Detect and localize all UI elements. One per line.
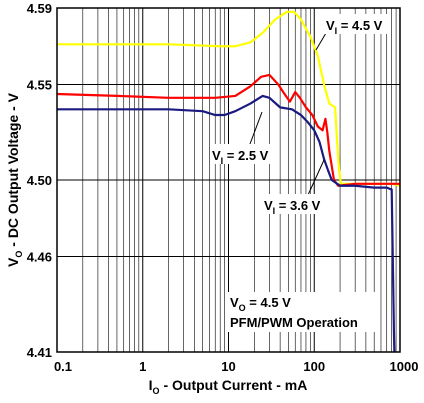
series-label-vi-3-6-sub: I xyxy=(273,206,276,216)
annotation-line-1: VO = 4.5 V xyxy=(230,295,291,313)
x-tick-label: 1000 xyxy=(390,359,419,374)
series-label-vi-4-5-sub: I xyxy=(335,26,338,36)
y-tick-label: 4.59 xyxy=(27,1,52,16)
y-axis-title-rest: - DC Output Voltage - V xyxy=(5,92,21,250)
x-tick-label: 1 xyxy=(139,359,146,374)
leader-line-vi-3-6 xyxy=(307,159,325,196)
operation-annotation-bg xyxy=(226,292,378,332)
annotation-line-2: PFM/PWM Operation xyxy=(230,315,358,330)
series-label-vi-2-5: VI = 2.5 V xyxy=(212,148,269,166)
series-label-vi-4-5-rest: = 4.5 V xyxy=(337,18,382,33)
y-tick-label: 4.55 xyxy=(27,77,52,92)
series-line-1 xyxy=(56,73,400,187)
series-label-vi-2-5-rest: = 2.5 V xyxy=(223,148,268,163)
x-tick-label: 10 xyxy=(221,359,235,374)
series-label-vi-3-6-rest: = 3.6 V xyxy=(275,198,320,213)
series-line-2 xyxy=(57,94,396,353)
series-label-vi-4-5-main: V xyxy=(326,18,335,33)
series-group xyxy=(56,10,401,353)
series-label-vi-2-5-sub: I xyxy=(221,156,224,166)
leader-line-vi-2-5 xyxy=(249,111,263,145)
leader-line-vi-4-5 xyxy=(315,32,327,51)
y-tick-label: 4.46 xyxy=(27,249,52,264)
plot-frame xyxy=(56,7,401,353)
x-axis-title: IO - Output Current - mA xyxy=(149,377,308,396)
series-label-vi-3-6-main: V xyxy=(264,198,273,213)
series-label-group: VI = 4.5 V VI = 2.5 V VI = 3.6 V xyxy=(210,14,390,216)
y-axis-title: VO - DC Output Voltage - V xyxy=(5,92,24,267)
y-axis-title-sub: O xyxy=(14,251,24,258)
x-tick-label: 0.1 xyxy=(54,359,72,374)
x-tick-labels: 0.1 1 10 100 1000 xyxy=(54,359,419,374)
series-label-vi-2-5-main: V xyxy=(212,148,221,163)
annotation-line-1-sub: O xyxy=(239,303,246,313)
x-tick-label: 100 xyxy=(303,359,325,374)
operation-annotation: VO = 4.5 V PFM/PWM Operation xyxy=(226,292,378,332)
label-bg-vi-3-6 xyxy=(262,194,328,214)
label-bg-vi-2-5 xyxy=(210,144,278,164)
x-axis-title-main: I xyxy=(149,377,153,393)
y-tick-label: 4.41 xyxy=(27,345,52,360)
annotation-line-1-rest: = 4.5 V xyxy=(246,295,291,310)
x-axis-title-sub: O xyxy=(153,386,160,396)
y-tick-label: 4.50 xyxy=(27,173,52,188)
annotation-line-1-main: V xyxy=(230,295,239,310)
y-axis-title-main: V xyxy=(5,257,21,267)
x-axis-title-rest: - Output Current - mA xyxy=(160,377,308,393)
label-bg-vi-4-5 xyxy=(322,14,390,34)
series-label-vi-3-6: VI = 3.6 V xyxy=(264,198,321,216)
series-label-vi-4-5: VI = 4.5 V xyxy=(326,18,383,36)
y-tick-labels: 4.41 4.46 4.50 4.55 4.59 xyxy=(27,1,52,360)
